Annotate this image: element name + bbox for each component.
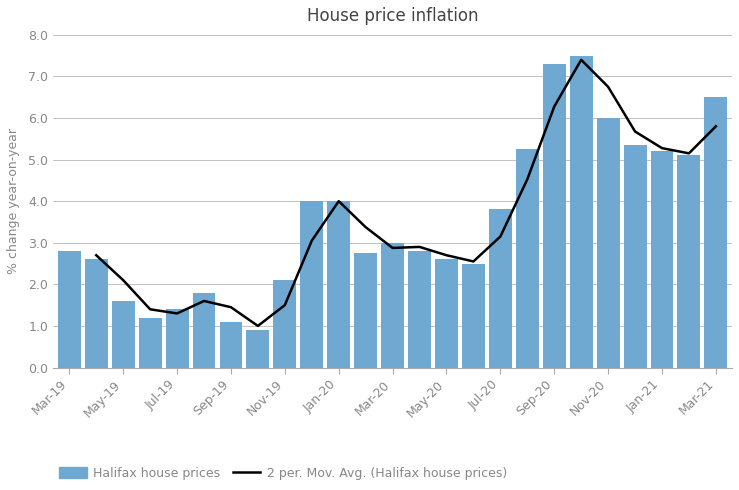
Bar bbox=[489, 210, 512, 368]
Bar bbox=[542, 64, 565, 368]
Title: House price inflation: House price inflation bbox=[307, 7, 478, 25]
Bar bbox=[58, 251, 81, 368]
Bar bbox=[678, 155, 701, 368]
Bar bbox=[246, 330, 269, 368]
Bar bbox=[650, 151, 673, 368]
Bar bbox=[516, 149, 539, 368]
Bar bbox=[408, 251, 431, 368]
Bar bbox=[354, 253, 377, 368]
Bar bbox=[327, 201, 350, 368]
Bar bbox=[166, 309, 188, 368]
Bar bbox=[624, 145, 647, 368]
Bar bbox=[462, 264, 485, 368]
Bar bbox=[273, 280, 296, 368]
Bar bbox=[85, 259, 108, 368]
Y-axis label: % change year-on-year: % change year-on-year bbox=[7, 128, 20, 274]
Bar bbox=[381, 243, 404, 368]
Bar bbox=[704, 97, 727, 368]
Legend: Halifax house prices, 2 per. Mov. Avg. (Halifax house prices): Halifax house prices, 2 per. Mov. Avg. (… bbox=[59, 467, 507, 480]
Bar bbox=[219, 322, 242, 368]
Bar bbox=[112, 301, 134, 368]
Bar bbox=[193, 293, 216, 368]
Bar bbox=[596, 118, 619, 368]
Bar bbox=[435, 259, 458, 368]
Bar bbox=[300, 201, 323, 368]
Bar bbox=[139, 318, 162, 368]
Bar bbox=[570, 56, 593, 368]
